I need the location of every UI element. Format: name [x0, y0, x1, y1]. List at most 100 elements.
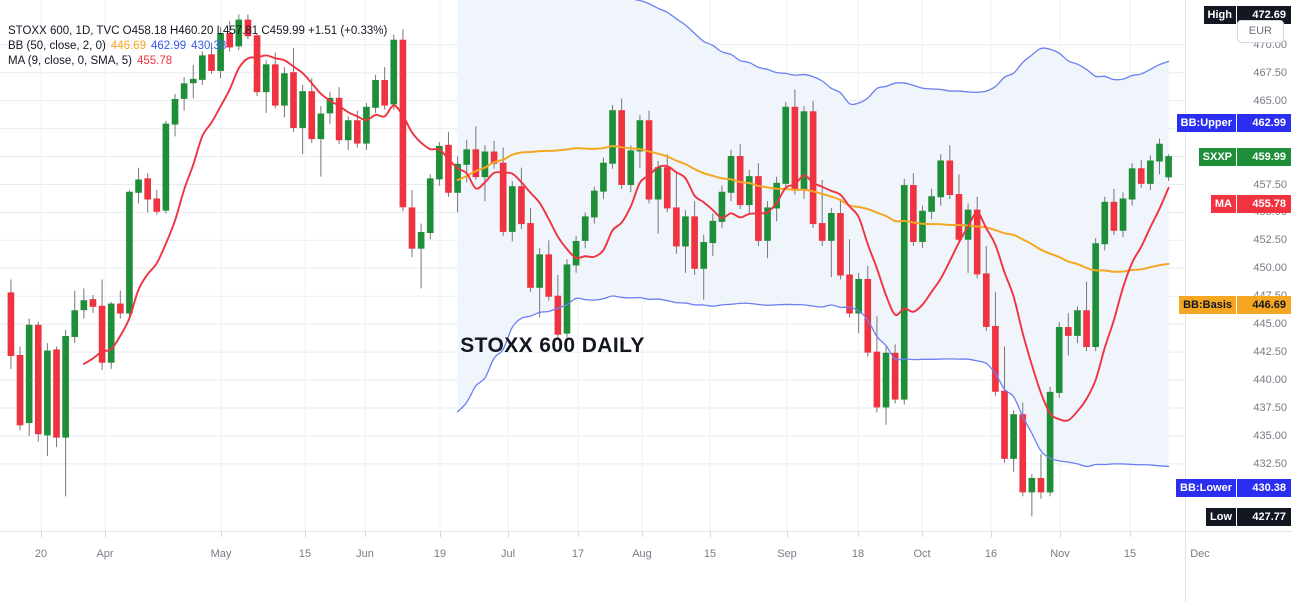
candle-body [973, 209, 981, 275]
price-badge-sxxp[interactable]: SXXP 459.99 [1198, 147, 1291, 166]
currency-chip[interactable]: EUR [1236, 20, 1284, 43]
candle-body [1028, 477, 1036, 493]
candle-body [837, 213, 844, 276]
candle-body [44, 350, 51, 436]
time-axis[interactable]: 20 Apr May 15 Jun 19 Jul 17 Aug 15 Sep 18 Oct 16 Nov 15 [0, 531, 1185, 602]
price-badge-bb-basis[interactable]: BB:Basis 446.69 [1179, 296, 1291, 315]
candle-body [499, 162, 507, 232]
candle-body [1065, 327, 1072, 336]
candle-body [62, 335, 69, 438]
candle-body [34, 324, 42, 435]
time-tick-mark [858, 532, 859, 537]
candle-body [508, 186, 516, 232]
candle-body [864, 278, 872, 353]
candle-body [1165, 156, 1172, 178]
time-tick-label: Sep [777, 548, 797, 560]
candle-body [144, 178, 151, 200]
candle-body [691, 216, 698, 269]
candle-body [846, 274, 853, 314]
price-badge-name: BB:Basis [1179, 296, 1236, 315]
price-axis[interactable]: 470.00467.50465.00462.50460.00457.50455.… [1176, 0, 1292, 531]
candle-body [554, 295, 562, 335]
candle-body [290, 72, 297, 128]
chart-plot-area[interactable] [0, 0, 1185, 531]
candle-body [1119, 198, 1127, 231]
candle-body [381, 79, 388, 106]
candle-body [782, 106, 790, 184]
candle-body [1046, 391, 1054, 493]
candle-body [581, 216, 589, 241]
candle-body [545, 254, 553, 297]
candle-body [609, 110, 616, 164]
price-badge-high[interactable]: High 472.69 [1203, 5, 1291, 24]
price-badge-value: 462.99 [1237, 114, 1291, 133]
price-tick-label: 450.00 [1253, 262, 1287, 275]
price-badge-bb-lower[interactable]: BB:Lower 430.38 [1176, 478, 1291, 497]
price-badge-bb-upper[interactable]: BB:Upper 462.99 [1176, 114, 1291, 133]
price-tick-label: 442.50 [1253, 346, 1287, 359]
time-tick-mark [41, 532, 42, 537]
candle-body [89, 299, 97, 307]
candle-body [1128, 168, 1136, 200]
candle-body [226, 33, 234, 48]
bb-basis-line [456, 145, 1170, 273]
candle-body [25, 324, 33, 424]
candle-body [472, 149, 480, 178]
axis-corner: Dec [1185, 531, 1292, 602]
candle-body [98, 305, 106, 363]
time-tick-mark [922, 532, 923, 537]
candle-body [591, 190, 598, 218]
price-badge-ma[interactable]: MA 455.78 [1210, 194, 1291, 213]
candle-body [919, 210, 926, 242]
candle-body [645, 120, 653, 200]
candle-body [417, 232, 425, 249]
candle-body [162, 123, 170, 211]
time-tick-mark [787, 532, 788, 537]
candle-body [572, 240, 580, 266]
candle-body [244, 19, 252, 37]
price-badge-name: High [1203, 5, 1236, 24]
time-tick-label: Jul [500, 548, 516, 560]
candle-body [946, 160, 954, 196]
candle-body [189, 78, 197, 84]
time-tick-label: Apr [96, 548, 114, 560]
candle-body [891, 352, 899, 400]
candle-body [271, 64, 279, 106]
time-tick-label: 15 [298, 548, 312, 560]
time-tick-label: 15 [1123, 548, 1137, 560]
candle-body [700, 242, 708, 269]
candle-body [235, 19, 243, 47]
candle-body [16, 354, 24, 426]
price-badge-name: Low [1206, 507, 1236, 526]
candle-body [791, 106, 799, 191]
candle-body [481, 151, 489, 178]
time-tick-label: 20 [34, 548, 48, 560]
time-tick-label: May [210, 548, 232, 560]
candle-body [937, 160, 945, 198]
bb-upper-line [633, 0, 1170, 106]
time-tick-mark [221, 532, 222, 537]
candle-body [126, 191, 133, 314]
candle-body [764, 207, 771, 241]
candle-body [563, 264, 571, 334]
time-tick-mark [710, 532, 711, 537]
time-tick-label: Aug [632, 548, 652, 560]
candle-body [673, 207, 680, 247]
candle-body [992, 325, 999, 392]
candle-body [1147, 160, 1154, 184]
candle-body [800, 111, 808, 191]
time-tick-label: 15 [703, 548, 717, 560]
price-badge-low[interactable]: Low 427.77 [1206, 507, 1291, 526]
candle-body [426, 178, 434, 234]
time-tick-label: 17 [571, 548, 585, 560]
candle-body [910, 185, 917, 242]
candle-body [308, 91, 316, 140]
price-tick-label: 432.50 [1253, 457, 1287, 470]
candle-body [135, 179, 142, 193]
candle-body [217, 33, 224, 71]
candle-body [828, 213, 835, 241]
candle-body [855, 278, 862, 314]
candlestick-series [7, 14, 1172, 517]
candle-body [1137, 168, 1145, 184]
time-tick-mark [305, 532, 306, 537]
